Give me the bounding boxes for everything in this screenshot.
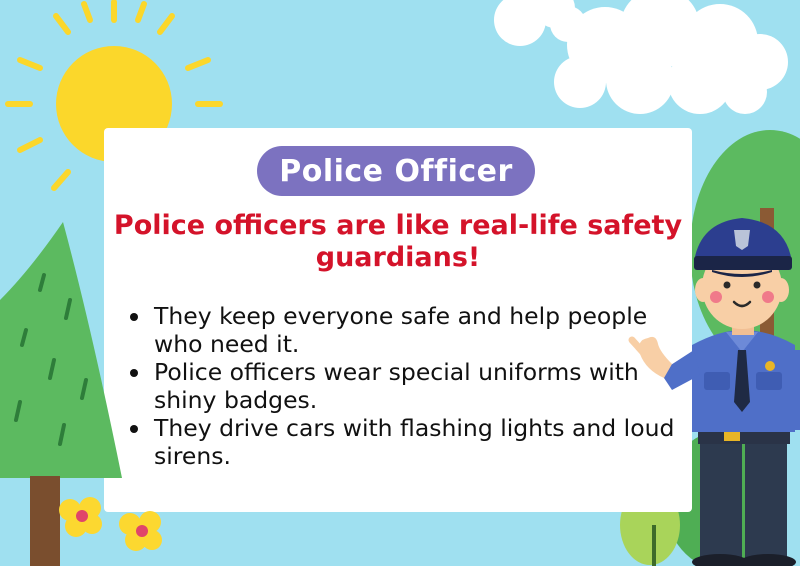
facts-list: They keep everyone safe and help people … xyxy=(122,302,692,470)
info-card-background xyxy=(104,128,692,512)
police-officer-illustration xyxy=(628,218,800,566)
flower-icon xyxy=(59,497,162,551)
title-badge: Police Officer xyxy=(257,146,535,196)
cloud-icon xyxy=(494,0,788,114)
fact-item: They drive cars with flashing lights and… xyxy=(122,414,692,470)
headline: Police officers are like real-life safet… xyxy=(113,210,683,273)
pine-tree-icon xyxy=(0,222,122,566)
fact-item: Police officers wear special uniforms wi… xyxy=(122,358,692,414)
fact-item: They keep everyone safe and help people … xyxy=(122,302,692,358)
